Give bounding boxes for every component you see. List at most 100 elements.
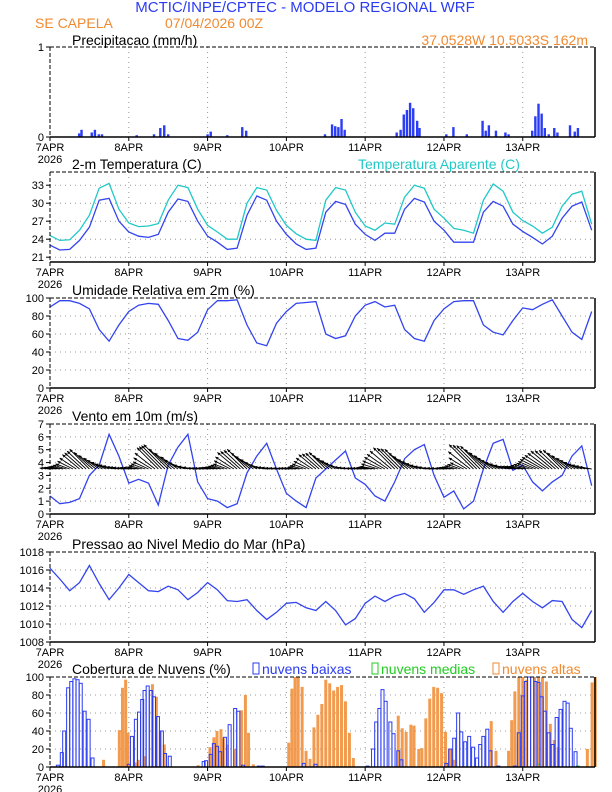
wind-arrow-head	[141, 445, 145, 449]
bar-nuvens-altas	[143, 756, 147, 767]
bar-nuvens-altas	[404, 731, 408, 767]
bar-nuvens-altas	[162, 744, 166, 767]
wind-arrow-head	[59, 458, 63, 461]
wind-arrow-head	[360, 465, 364, 469]
bar-precipitacao	[159, 128, 162, 137]
legend-mid-label: nuvens medias	[381, 661, 475, 677]
y-tick-label: 2	[38, 483, 44, 495]
wind-arrow-head	[524, 455, 529, 459]
wind-arrow	[546, 452, 566, 470]
x-tick-label: 12APR	[427, 267, 462, 279]
bar-precipitacao	[573, 131, 576, 137]
wind-arrow-head	[55, 463, 60, 467]
wind-arrow	[556, 457, 573, 470]
wind-arrow	[295, 457, 313, 470]
y-tick-label: 40	[32, 347, 44, 359]
bar-precipitacao	[415, 120, 419, 137]
bar-nuvens-altas	[225, 744, 229, 767]
x-year-label: 2026	[38, 531, 62, 543]
bar-nuvens-altas	[320, 704, 324, 767]
bar-nuvens-altas	[447, 749, 451, 767]
bar-nuvens-altas	[533, 677, 537, 767]
bar-nuvens-baixas	[380, 689, 385, 768]
x-tick-label: 10APR	[269, 519, 304, 531]
bar-nuvens-baixas	[86, 718, 91, 768]
bar-nuvens-baixas	[554, 717, 559, 768]
station-name: SE CAPELA	[35, 15, 113, 31]
wind-arrow-head	[367, 454, 371, 458]
bar-precipitacao	[534, 116, 537, 137]
bar-nuvens-altas	[308, 758, 312, 767]
x-tick-label: 10APR	[269, 267, 304, 279]
bar-precipitacao	[445, 134, 448, 137]
wind-arrow-head	[182, 466, 186, 470]
bar-nuvens-altas	[517, 677, 521, 767]
wind-arrow-head	[527, 453, 532, 457]
bar-nuvens-altas	[400, 728, 404, 767]
series-line-temperatura-2m	[49, 195, 593, 251]
header-title: MCTIC/INPE/CPTEC - MODELO REGIONAL WRF	[135, 0, 474, 16]
wind-arrow-head	[69, 449, 73, 453]
wind-arrow	[215, 456, 235, 470]
clouds-panel: 0 20 40 60 80 100 7APR 8APR 9APR 10APR 11APR 12APR 1…	[26, 672, 597, 792]
wind-arrow	[521, 456, 543, 470]
x-tick-label: 13APR	[505, 647, 540, 659]
bar-nuvens-baixas	[463, 741, 468, 768]
y-tick-label: 7	[38, 419, 44, 431]
wind-arrow	[527, 452, 550, 470]
bar-nuvens-baixas	[456, 712, 461, 768]
bar-nuvens-altas	[340, 685, 344, 767]
legend-high-swatch	[492, 662, 500, 675]
wind-arrow-head	[210, 464, 215, 468]
bar-nuvens-baixas	[546, 732, 551, 768]
wind-arrow	[369, 450, 392, 470]
wind-arrow-head	[139, 446, 143, 450]
y-tick-label: 21	[32, 252, 44, 264]
bar-nuvens-altas	[521, 677, 525, 767]
wind-arrow-head	[448, 457, 453, 461]
bar-nuvens-baixas	[565, 702, 570, 768]
bar-nuvens-altas	[540, 677, 544, 767]
wind-arrow	[136, 447, 159, 470]
wind-arrow-head	[91, 462, 95, 465]
wind-arrow-head	[78, 455, 82, 459]
bar-precipitacao	[556, 132, 559, 137]
precip-title: Precipitacao (mm/h)	[72, 32, 197, 48]
wind-arrow-head	[518, 461, 522, 464]
bar-nuvens-baixas	[475, 757, 480, 768]
bar-precipitacao	[418, 128, 421, 137]
wind-arrow-head	[127, 466, 131, 470]
wind-arrow-head	[575, 465, 579, 469]
x-tick-label: 12APR	[427, 647, 462, 659]
wind-arrow	[456, 445, 481, 470]
wind-arrow-head	[168, 462, 173, 466]
bar-precipitacao	[504, 132, 507, 137]
y-tick-label: 1	[38, 42, 44, 54]
x-tick-label: 7APR	[36, 393, 65, 405]
wind-arrow-head	[83, 457, 87, 461]
y-tick-label: 30	[32, 198, 44, 210]
x-tick-label: 11APR	[348, 647, 382, 659]
wind-arrow-head	[551, 455, 555, 459]
wind-arrow-head	[220, 451, 224, 455]
wind-arrow	[305, 452, 323, 470]
rh-panel: 0 20 40 60 80 100 7APR 8APR 9APR 10APR 11APR 12APR 1…	[26, 293, 596, 417]
wind-arrow-head	[62, 454, 66, 458]
bar-nuvens-baixas	[78, 682, 83, 768]
wind-arrow-head	[257, 466, 262, 470]
wind-arrow	[524, 454, 546, 470]
wind-arrow-head	[213, 463, 217, 467]
bar-nuvens-altas	[513, 691, 517, 767]
bar-precipitacao	[152, 134, 156, 137]
wind-arrow-head	[134, 452, 139, 457]
y-tick-label: 40	[32, 726, 44, 738]
wind-arrow-head	[444, 465, 449, 468]
wind-arrow	[298, 454, 317, 470]
bar-nuvens-baixas	[388, 721, 393, 768]
wind-arrow-head	[200, 466, 204, 470]
bar-precipitacao	[568, 125, 572, 137]
bar-precipitacao	[507, 134, 510, 137]
y-tick-label: 0	[38, 132, 44, 144]
bar-nuvens-baixas	[542, 710, 547, 768]
bar-precipitacao	[543, 128, 547, 137]
